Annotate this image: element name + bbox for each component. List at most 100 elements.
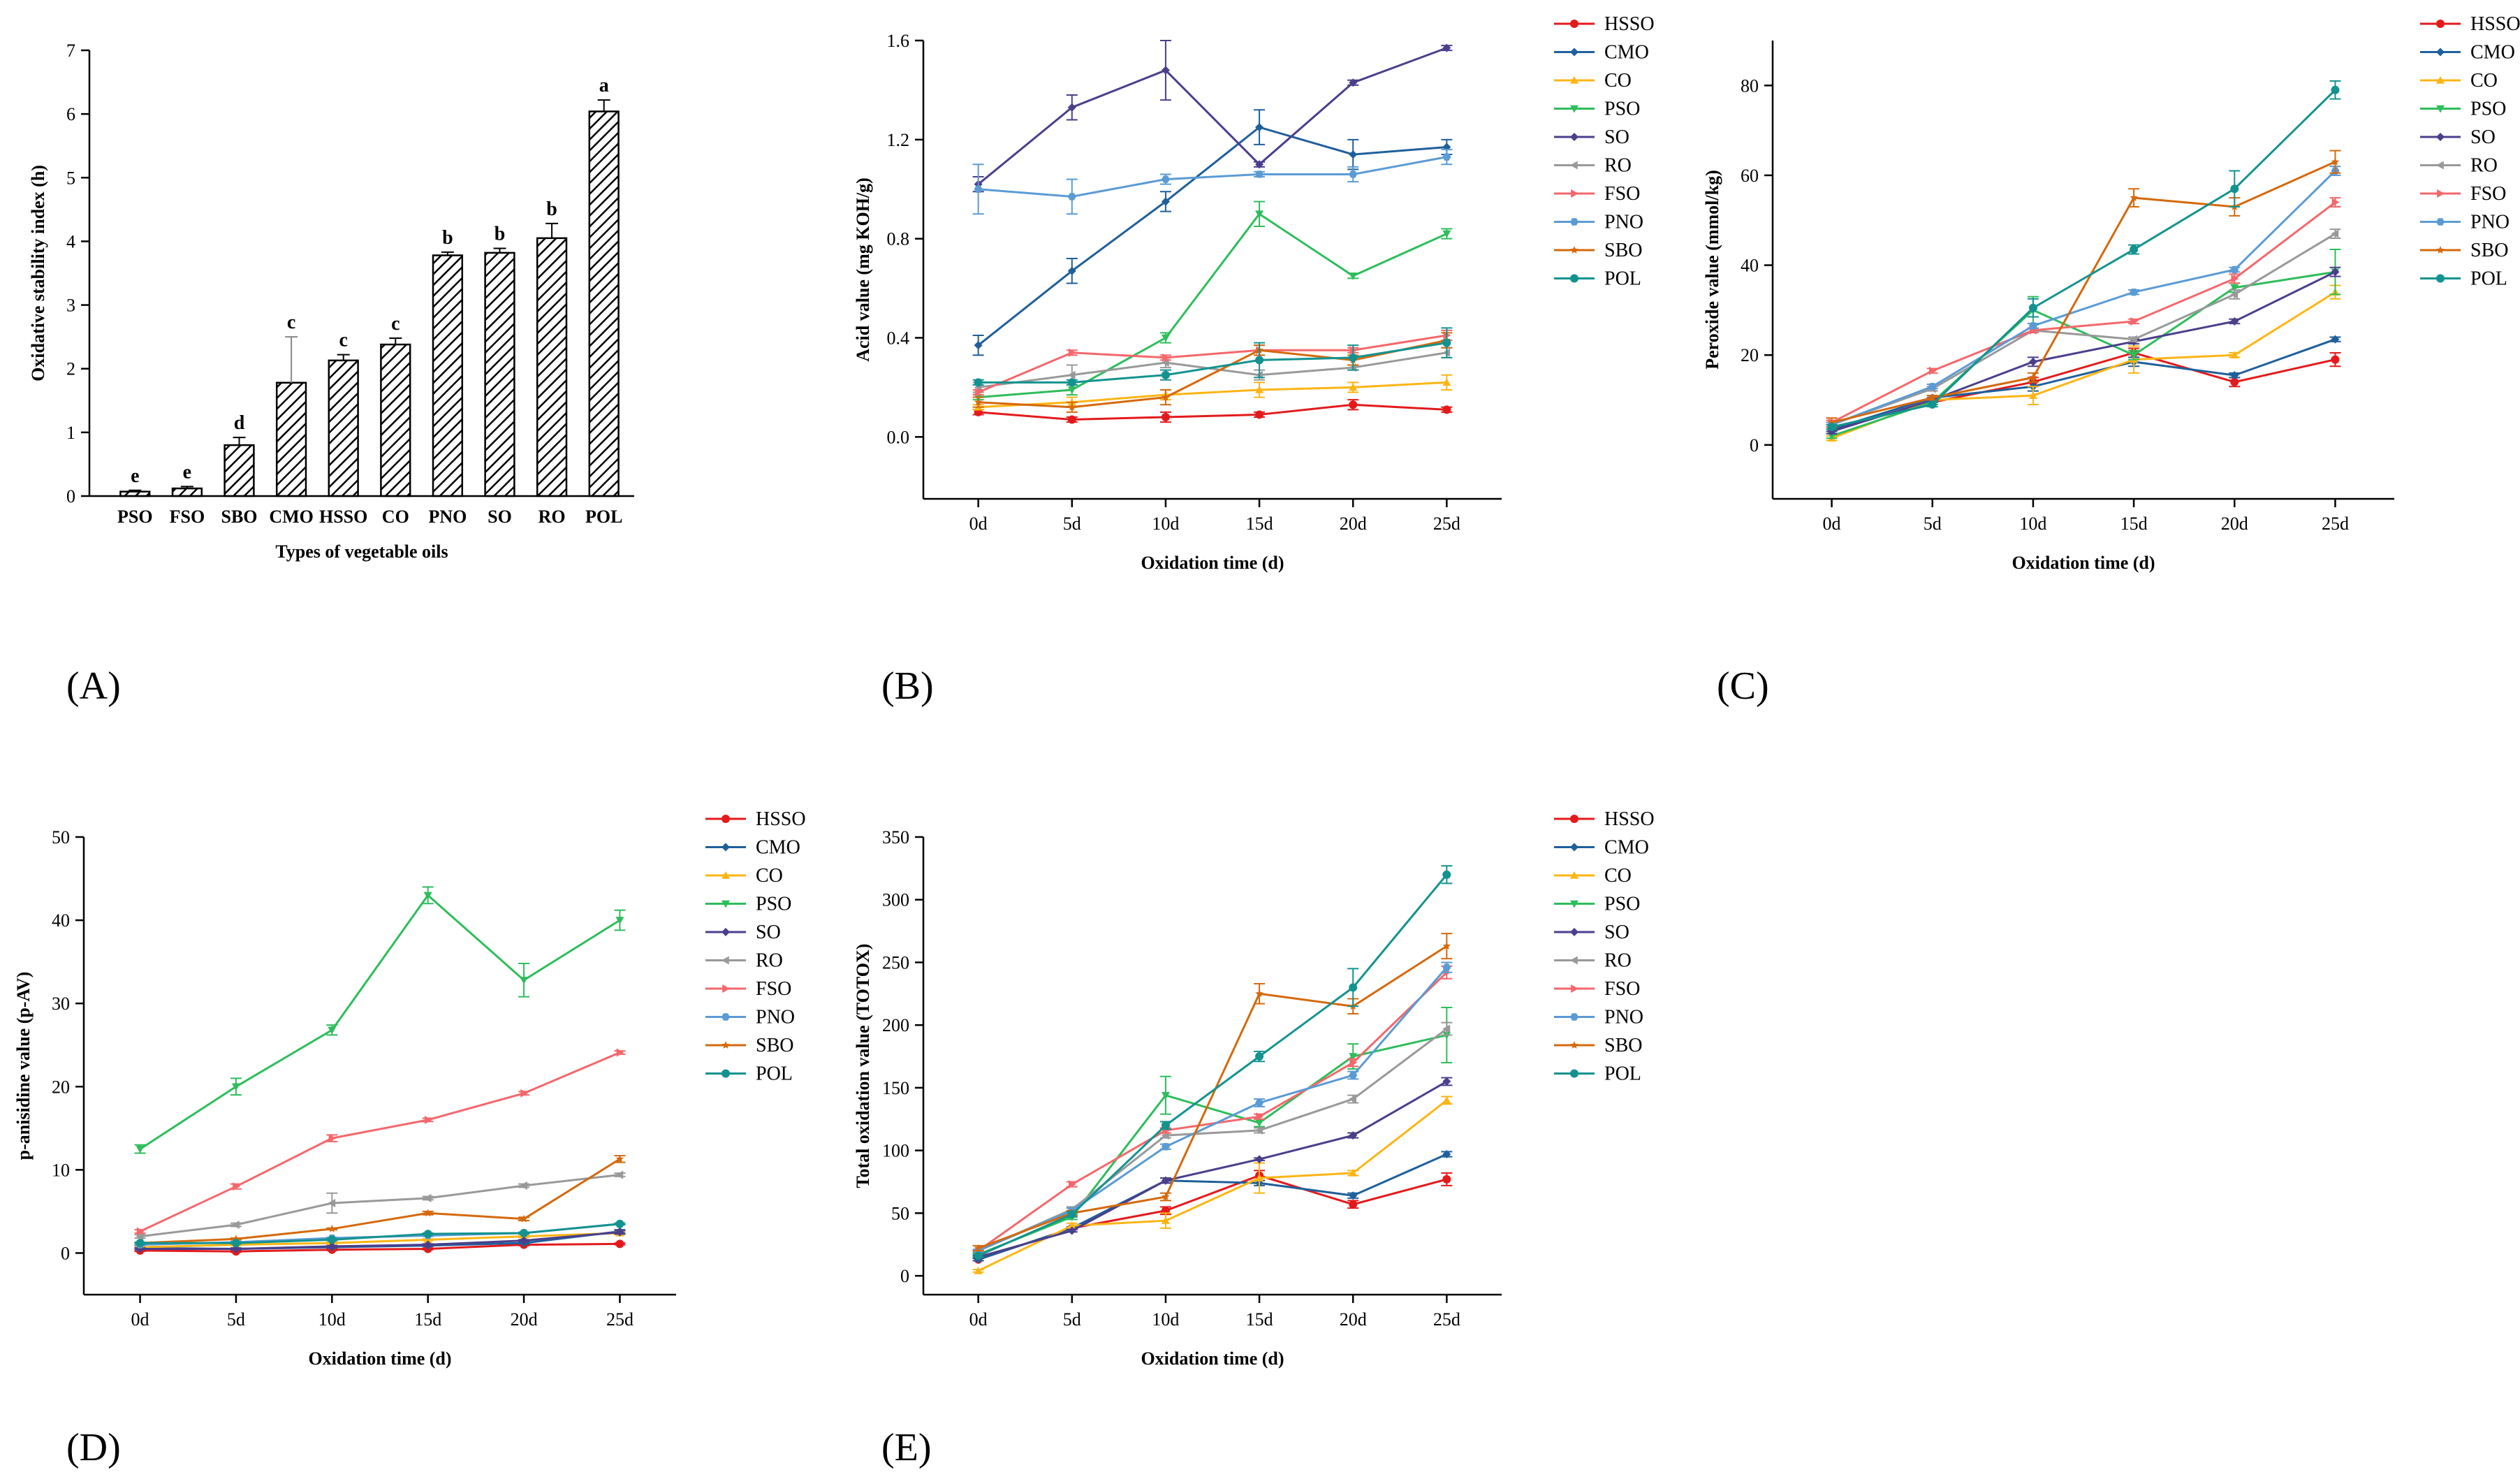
- data-point: [1349, 983, 1358, 992]
- legend-label: CO: [2470, 70, 2498, 92]
- data-point: [1442, 942, 1451, 950]
- series-pol: [1826, 80, 2341, 432]
- significance-letter: b: [546, 198, 557, 220]
- series-cmo: [1826, 335, 2341, 434]
- series-line: [140, 1231, 620, 1250]
- legend-label: FSO: [756, 978, 791, 1000]
- data-point: [1442, 1077, 1451, 1086]
- legend-label: PSO: [756, 894, 791, 915]
- data-point: [1161, 175, 1170, 183]
- data-point: [1349, 78, 1358, 87]
- y-axis-title: Oxidative stability index (h): [28, 165, 48, 381]
- data-point: [1162, 353, 1170, 362]
- data-point: [974, 341, 983, 350]
- data-point: [974, 388, 983, 397]
- data-point: [721, 843, 730, 852]
- x-tick-label: 15d: [1246, 514, 1273, 534]
- data-point: [1349, 170, 1358, 178]
- x-tick-label: 0d: [1823, 514, 1841, 534]
- data-point: [2028, 303, 2037, 312]
- data-point: [1570, 274, 1578, 283]
- y-tick-label: 40: [52, 910, 70, 931]
- data-point: [520, 1181, 527, 1190]
- y-tick-label: 0.8: [887, 229, 910, 249]
- data-point: [1161, 1091, 1170, 1100]
- data-point: [1255, 1052, 1264, 1061]
- data-point: [328, 1199, 336, 1207]
- data-point: [2436, 133, 2445, 141]
- series-line: [978, 1099, 1448, 1272]
- y-axis-title: Total oxidation value (TOTOX): [853, 944, 873, 1188]
- legend-label: RO: [1604, 950, 1632, 972]
- series-line: [978, 1034, 1447, 1256]
- data-point: [1442, 378, 1451, 386]
- data-point: [423, 892, 432, 900]
- legend-label: PNO: [756, 1007, 795, 1028]
- data-point: [1161, 412, 1170, 421]
- data-point: [328, 1242, 337, 1251]
- data-point: [1571, 189, 1578, 198]
- y-tick-label: 200: [882, 1015, 909, 1035]
- series-pno: [972, 149, 1453, 215]
- data-point: [1442, 43, 1451, 52]
- panel-a-chart: 0 1 2 3 4 5 6 7 e PSO e FSO d SBO c CMO c HSSO c CO b PNO b SO b…: [28, 41, 634, 708]
- legend-label: PNO: [1604, 212, 1643, 233]
- x-axis-title: Oxidation time (d): [2012, 553, 2155, 573]
- data-point: [2437, 189, 2445, 198]
- data-point: [615, 1239, 624, 1249]
- series-line: [140, 1242, 620, 1253]
- x-tick-label: RO: [539, 507, 566, 527]
- data-point: [1442, 338, 1451, 347]
- data-point: [1442, 153, 1451, 161]
- series-line: [978, 342, 1447, 384]
- panel-b-chart: 0.0 0.4 0.8 1.2 1.6 0d 5d 10d 15d 20d 25d Oxidation…: [853, 13, 1655, 708]
- series-ro: [1826, 228, 2341, 429]
- legend-label: HSSO: [1604, 808, 1655, 830]
- series-line: [140, 1223, 620, 1244]
- data-point: [328, 1235, 337, 1244]
- data-point: [2028, 391, 2037, 399]
- data-point: [2130, 316, 2139, 326]
- significance-letter: c: [391, 313, 400, 335]
- data-point: [1928, 400, 1937, 409]
- y-tick-label: 0: [66, 486, 75, 507]
- legend-label: SO: [1604, 922, 1629, 943]
- data-point: [520, 977, 529, 984]
- series-line: [1831, 291, 2336, 439]
- legend-label: POL: [756, 1063, 793, 1085]
- series-line: [978, 381, 1447, 409]
- panel-label: (B): [881, 664, 934, 708]
- x-tick-label: PNO: [428, 507, 467, 527]
- data-point: [974, 185, 983, 193]
- data-point: [1349, 1058, 1358, 1068]
- legend-label: POL: [1604, 268, 1641, 290]
- data-point: [1067, 370, 1076, 379]
- x-tick-label: 25d: [1433, 1309, 1460, 1330]
- data-point: [1349, 1200, 1358, 1209]
- panel-d-chart: 0 10 20 30 40 50 0d 5d 10d 15d 20d 25d Oxidation tim…: [13, 808, 806, 1469]
- data-point: [1256, 1112, 1264, 1121]
- data-point: [520, 1228, 529, 1237]
- data-point: [328, 1224, 337, 1232]
- data-point: [1255, 210, 1264, 219]
- series-line: [140, 1158, 621, 1244]
- x-tick-label: CMO: [269, 507, 314, 527]
- series-line: [978, 156, 1447, 198]
- data-point: [2130, 288, 2139, 296]
- series-pno: [1826, 166, 2341, 429]
- data-point: [2331, 229, 2339, 238]
- data-point: [1349, 1095, 1357, 1104]
- data-point: [721, 900, 730, 908]
- y-tick-label: 30: [52, 994, 70, 1014]
- legend-label: CO: [756, 865, 783, 887]
- data-point: [2331, 268, 2340, 277]
- data-point: [1349, 1191, 1358, 1200]
- y-tick-label: 0.0: [887, 427, 910, 447]
- legend-label: SO: [1604, 126, 1629, 148]
- data-point: [1827, 423, 1836, 432]
- series-line: [1831, 161, 2336, 424]
- data-point: [1442, 870, 1451, 879]
- significance-letter: c: [339, 330, 347, 351]
- series-line: [140, 1174, 620, 1238]
- x-tick-label: FSO: [170, 507, 205, 527]
